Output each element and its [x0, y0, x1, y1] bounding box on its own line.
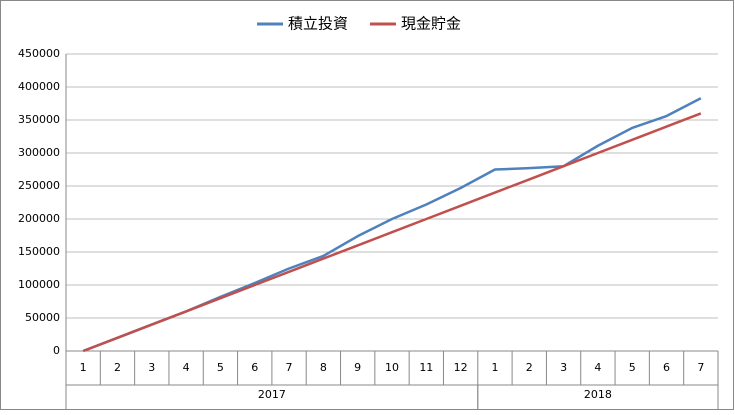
x-tick-label: 6 [663, 361, 670, 374]
y-tick-label: 50000 [25, 311, 60, 324]
x-tick-label: 7 [697, 361, 704, 374]
x-group-label: 2018 [584, 388, 612, 401]
y-tick-label: 150000 [18, 245, 60, 258]
x-tick-label: 5 [629, 361, 636, 374]
y-tick-label: 250000 [18, 179, 60, 192]
x-tick-label: 10 [385, 361, 399, 374]
y-tick-label: 200000 [18, 212, 60, 225]
x-tick-label: 8 [320, 361, 327, 374]
y-tick-label: 0 [53, 344, 60, 357]
x-tick-label: 3 [148, 361, 155, 374]
x-tick-label: 2 [526, 361, 533, 374]
legend-label: 現金貯金 [401, 15, 461, 33]
y-tick-label: 350000 [18, 113, 60, 126]
legend-label: 積立投資 [288, 15, 348, 33]
x-tick-label: 6 [251, 361, 258, 374]
x-group-label: 2017 [258, 388, 286, 401]
x-tick-label: 7 [286, 361, 293, 374]
series-line [82, 112, 702, 353]
legend: 積立投資 現金貯金 [257, 15, 461, 33]
x-tick-label: 11 [419, 361, 433, 374]
x-tick-label: 2 [114, 361, 121, 374]
y-tick-label: 450000 [18, 47, 60, 60]
y-tick-label: 300000 [18, 146, 60, 159]
x-tick-label: 9 [354, 361, 361, 374]
x-tick-label: 1 [491, 361, 498, 374]
x-tick-label: 1 [80, 361, 87, 374]
x-tick-label: 5 [217, 361, 224, 374]
x-tick-label: 12 [454, 361, 468, 374]
x-tick-label: 3 [560, 361, 567, 374]
y-tick-label: 100000 [18, 278, 60, 291]
y-tick-label: 400000 [18, 80, 60, 93]
x-tick-label: 4 [594, 361, 601, 374]
x-tick-label: 4 [183, 361, 190, 374]
